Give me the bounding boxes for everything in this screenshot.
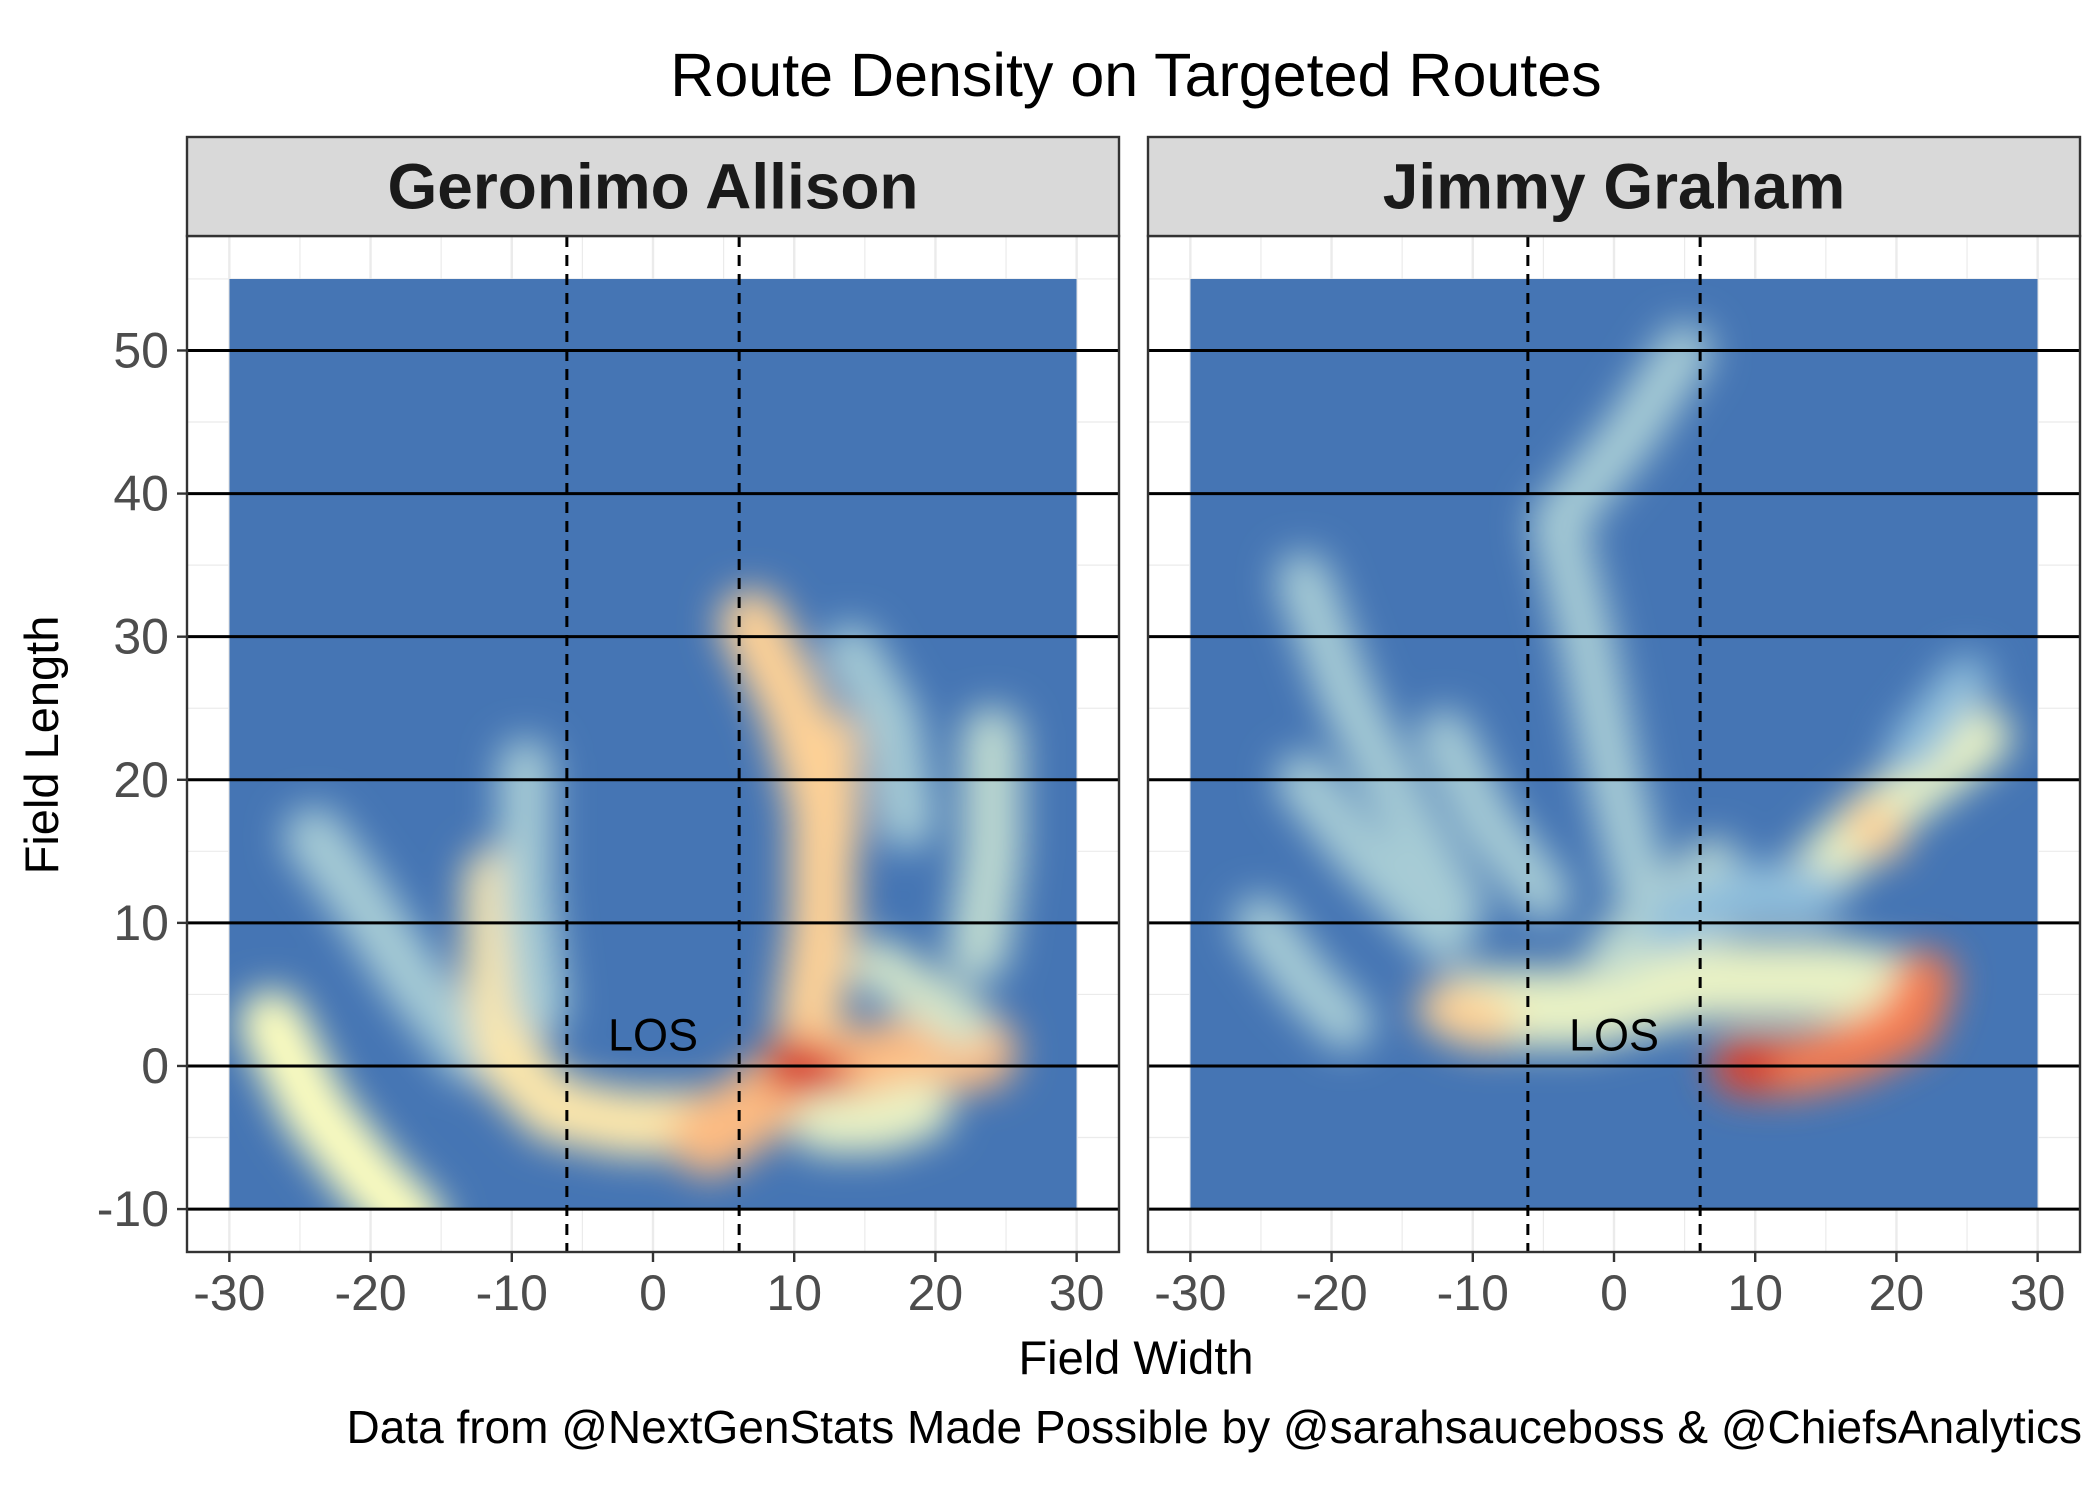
x-tick-label: -10 (476, 1265, 548, 1321)
density-ridge (498, 738, 568, 1036)
yard-lines (187, 236, 1119, 1252)
density-ridge (1640, 864, 1842, 953)
strip-background (185, 135, 1121, 238)
x-tick-label: 0 (1600, 1265, 1628, 1321)
y-tick-label: 0 (141, 1038, 169, 1094)
density-ridge (1886, 655, 1992, 776)
y-tick-label: 50 (113, 322, 169, 378)
x-tick-label: 10 (1727, 1265, 1783, 1321)
y-axis-label: Field Length (15, 616, 68, 875)
chart-title: Route Density on Targeted Routes (670, 41, 1601, 109)
density-ridge (823, 623, 935, 850)
los-label: LOS (1569, 1009, 1659, 1060)
y-tick-label: 10 (113, 895, 169, 951)
x-axis-label: Field Width (1018, 1331, 1253, 1384)
density-ridge (792, 1078, 952, 1154)
density-ridge (284, 806, 500, 1082)
facet-panel: LOS Geronimo Allison -30 -20 -10 0 10 20 30 (185, 135, 1121, 1321)
x-tick-label: 30 (2010, 1265, 2066, 1321)
x-axis: -30 -20 -10 0 10 20 30 (1154, 1252, 2065, 1321)
density-ridge (764, 1035, 853, 1111)
density-ridge (947, 706, 1022, 982)
y-axis: -10 0 10 20 30 40 50 (97, 322, 187, 1237)
density-layer (1190, 278, 2038, 1210)
chart-caption: Data from @NextGenStats Made Possible by… (347, 1401, 2083, 1453)
density-ridge (1233, 895, 1373, 1051)
density-ridge (1417, 981, 1514, 1051)
density-ridge (1276, 752, 1472, 965)
density-ridge (1781, 706, 2012, 910)
facet-panel: LOS Jimmy Graham -30 -20 -10 0 10 20 30 (1146, 135, 2082, 1321)
los-label: LOS (608, 1009, 698, 1060)
x-tick-label: 20 (1869, 1265, 1925, 1321)
y-tick-label: -10 (97, 1181, 169, 1237)
x-tick-label: -10 (1437, 1265, 1509, 1321)
yard-lines (1148, 236, 2080, 1252)
facet-strip-label: Jimmy Graham (1383, 151, 1845, 223)
facet-panels: LOS Geronimo Allison -30 -20 -10 0 10 20 30 LOS Ji… (185, 135, 2082, 1321)
x-tick-label: -20 (334, 1265, 406, 1321)
density-ridge (464, 846, 729, 1157)
density-ridge (1844, 798, 1907, 862)
x-tick-label: -30 (1154, 1265, 1226, 1321)
facet-strip-label: Geronimo Allison (388, 151, 919, 223)
y-tick-label: 40 (113, 466, 169, 522)
x-axis: -30 -20 -10 0 10 20 30 (193, 1252, 1104, 1321)
density-ridge (851, 938, 991, 1051)
y-tick-label: 20 (113, 752, 169, 808)
x-tick-label: 20 (908, 1265, 964, 1321)
x-tick-label: -20 (1295, 1265, 1367, 1321)
facet-strip: Geronimo Allison (185, 135, 1121, 238)
density-ridge (1417, 709, 1571, 922)
x-tick-label: -30 (193, 1265, 265, 1321)
density-ridge (1433, 941, 1950, 1048)
x-tick-label: 30 (1049, 1265, 1105, 1321)
strip-background (1146, 135, 2082, 238)
x-tick-label: 10 (766, 1265, 822, 1321)
y-tick-label: 30 (113, 609, 169, 665)
x-tick-label: 0 (639, 1265, 667, 1321)
facet-strip: Jimmy Graham (1146, 135, 2082, 238)
density-layer (229, 278, 1077, 1210)
